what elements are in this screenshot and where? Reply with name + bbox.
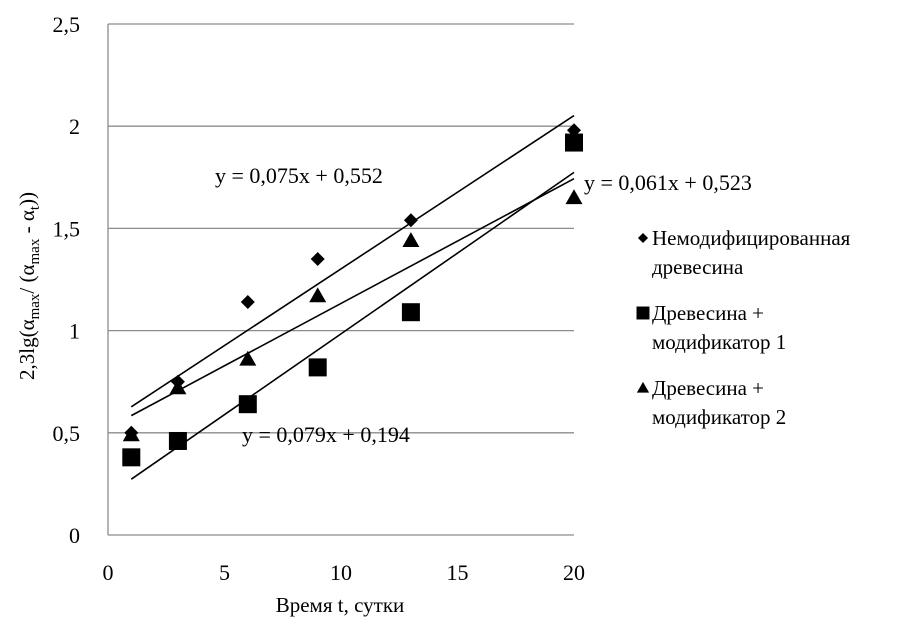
axes bbox=[107, 24, 574, 536]
data-point-square bbox=[238, 395, 257, 414]
legend-marker-diamond bbox=[637, 232, 649, 244]
trendline-equations: y = 0,075x + 0,552 y = 0,079x + 0,194 y = … bbox=[215, 163, 752, 447]
y-tick-label: 0 bbox=[69, 523, 80, 548]
legend-label: Немодифицированная bbox=[652, 226, 851, 250]
y-tick-label: 2 bbox=[69, 114, 80, 139]
legend-label: модификатор 1 bbox=[652, 330, 786, 354]
trendline-equation-0: y = 0,075x + 0,552 bbox=[215, 163, 383, 188]
y-axis-title: 2,3lg(αmax/ (αmax - αt)) bbox=[15, 192, 43, 380]
y-tick-label: 1 bbox=[69, 319, 80, 344]
legend-marker-triangle bbox=[636, 381, 650, 393]
trendline-equation-1: y = 0,079x + 0,194 bbox=[242, 422, 410, 447]
data-point-diamond bbox=[310, 252, 325, 267]
x-axis-title: Время t, сутки bbox=[276, 593, 405, 617]
legend-label: древесина bbox=[652, 255, 744, 279]
data-point-square bbox=[122, 448, 141, 467]
data-point-triangle bbox=[122, 426, 140, 442]
x-tick-label: 15 bbox=[447, 560, 469, 585]
legend: Немодифицированная древесина Древесина + мо… bbox=[636, 226, 851, 429]
data-point-diamond bbox=[403, 213, 418, 228]
data-point-triangle bbox=[402, 232, 420, 248]
data-point-diamond bbox=[240, 294, 255, 309]
data-point-square bbox=[308, 358, 327, 377]
trendline-equation-2: y = 0,061x + 0,523 bbox=[584, 170, 752, 195]
trendlines bbox=[130, 114, 575, 480]
x-tick-label: 0 bbox=[103, 560, 114, 585]
legend-label: Древесина + bbox=[652, 376, 764, 400]
x-tick-label: 5 bbox=[219, 560, 230, 585]
data-point-triangle bbox=[169, 379, 187, 395]
x-tick-label: 10 bbox=[330, 560, 352, 585]
data-point-square bbox=[168, 431, 187, 450]
legend-label: модификатор 2 bbox=[652, 405, 786, 429]
y-tick-label: 0,5 bbox=[53, 421, 81, 446]
data-point-triangle bbox=[309, 287, 327, 303]
legend-marker-square bbox=[636, 306, 650, 320]
data-point-triangle bbox=[565, 189, 583, 205]
data-point-square bbox=[565, 133, 583, 152]
trendline-2 bbox=[130, 178, 575, 417]
data-points bbox=[122, 123, 583, 467]
gridlines bbox=[108, 23, 574, 434]
data-point-square bbox=[401, 303, 420, 322]
tick-labels: 0 0,5 1 1,5 2 2,5 0 5 10 15 20 bbox=[53, 12, 586, 585]
y-tick-label: 2,5 bbox=[53, 12, 81, 37]
trendline-0 bbox=[130, 114, 575, 408]
trendline-1 bbox=[130, 171, 575, 480]
legend-label: Древесина + bbox=[652, 301, 764, 325]
data-point-triangle bbox=[239, 350, 257, 366]
y-tick-label: 1,5 bbox=[53, 216, 81, 241]
x-tick-label: 20 bbox=[563, 560, 585, 585]
